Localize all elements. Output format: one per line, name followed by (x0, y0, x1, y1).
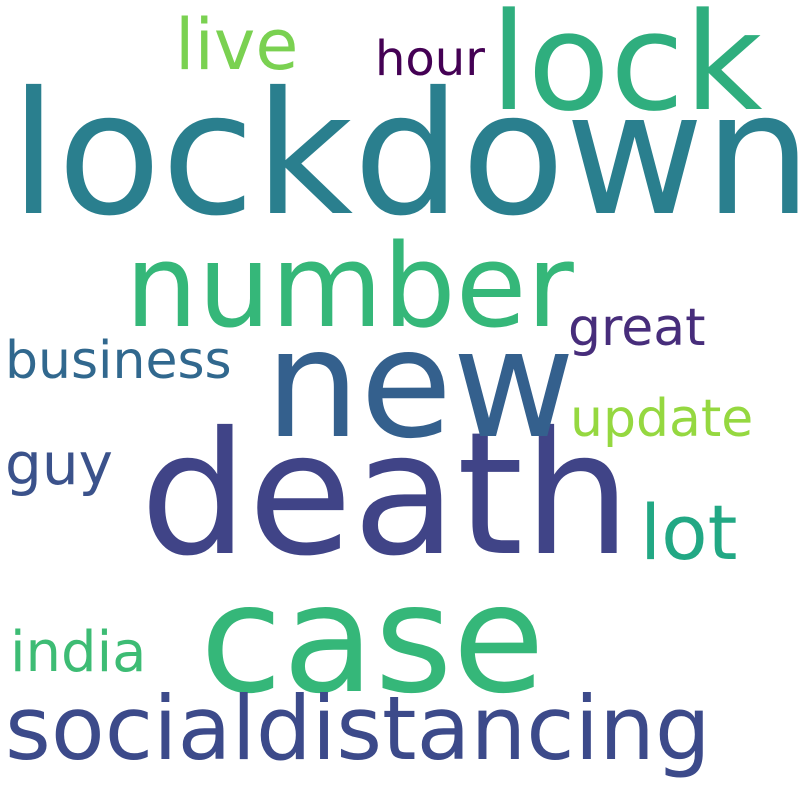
word-case: case (200, 553, 545, 727)
word-lockdown: lockdown (10, 56, 800, 254)
word-india: india (10, 620, 147, 685)
word-socialdistancing: socialdistancing (5, 677, 711, 780)
word-number: number (125, 220, 574, 354)
word-guy: guy (5, 430, 113, 498)
word-death: death (140, 396, 632, 594)
word-lock: lock (490, 0, 763, 141)
word-hour: hour (375, 31, 485, 87)
word-great: great (568, 298, 706, 358)
word-lot: lot (640, 488, 738, 577)
word-business: business (5, 331, 232, 391)
word-new: new (265, 298, 576, 472)
word-update: update (570, 389, 754, 449)
word-live: live (175, 4, 299, 86)
